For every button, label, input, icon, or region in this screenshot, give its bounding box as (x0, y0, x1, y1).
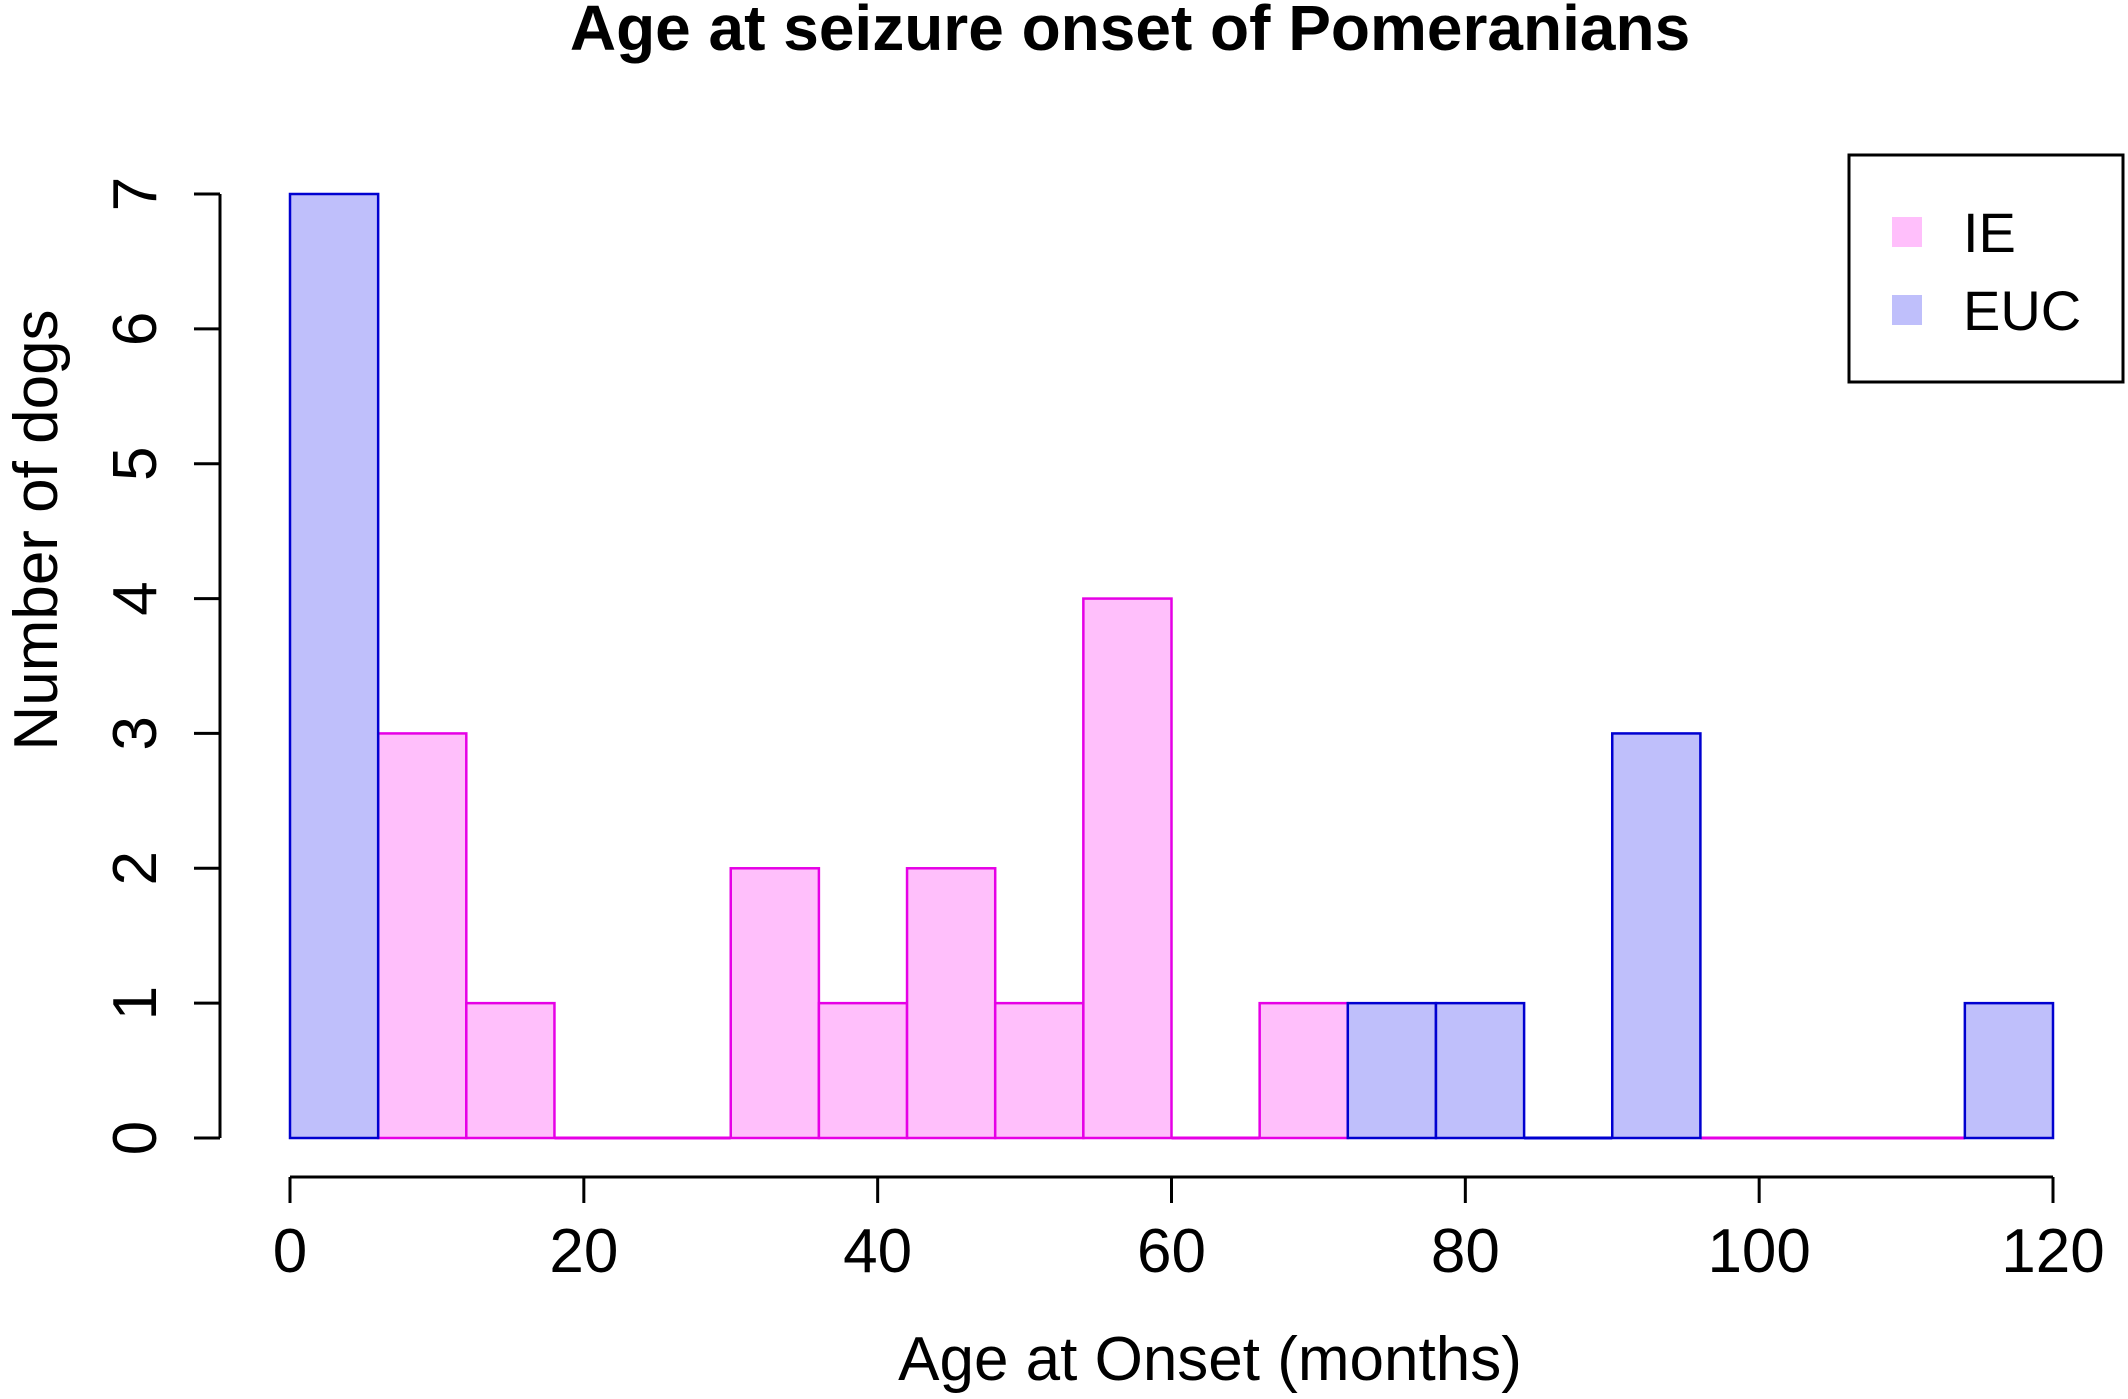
bar-ie (905, 867, 997, 1140)
legend-swatch-ie (1892, 217, 1922, 247)
y-axis-title: Number of dogs (2, 309, 71, 750)
bar-ie (817, 1001, 909, 1140)
bar-euc (1611, 732, 1702, 1140)
y-tick-label: 7 (101, 177, 170, 211)
x-tick-label: 60 (1137, 1217, 1206, 1286)
y-tick-label: 5 (101, 446, 170, 480)
bar-euc (288, 192, 380, 1140)
legend-label-euc: EUC (1963, 279, 2081, 342)
bar-ie (1082, 597, 1173, 1140)
x-axis-title: Age at Onset (months) (898, 1325, 1522, 1394)
y-tick-label: 3 (101, 716, 170, 750)
chart-title: Age at seizure onset of Pomeranians (570, 0, 1690, 64)
x-tick-label: 0 (273, 1217, 307, 1286)
y-axis: 0 1 2 3 4 5 6 7 (101, 177, 222, 1155)
bar-ie (465, 1001, 556, 1140)
y-tick-label: 6 (101, 312, 170, 346)
bar-ie (993, 1001, 1085, 1140)
legend-box (1847, 153, 2125, 384)
bar-euc (1434, 1001, 1526, 1140)
y-tick-label: 1 (101, 986, 170, 1020)
x-axis: 0 20 40 60 80 100 120 (273, 1175, 2105, 1286)
x-tick-label: 100 (1707, 1217, 1810, 1286)
legend-swatch-euc (1892, 295, 1922, 325)
bar-ie (1258, 1001, 1350, 1140)
bars-layer (288, 192, 2055, 1140)
y-tick-label: 2 (101, 851, 170, 885)
legend-label-ie: IE (1963, 201, 2016, 264)
bar-euc (1346, 1001, 1438, 1140)
y-tick-label: 0 (101, 1121, 170, 1155)
bar-euc (1963, 1001, 2055, 1140)
bar-ie (729, 867, 821, 1140)
legend: IE EUC (1847, 153, 2125, 384)
bar-ie (376, 732, 468, 1140)
x-tick-label: 80 (1431, 1217, 1500, 1286)
y-tick-label: 4 (101, 581, 170, 615)
x-tick-label: 20 (549, 1217, 618, 1286)
x-tick-label: 40 (843, 1217, 912, 1286)
x-tick-label: 120 (2001, 1217, 2104, 1286)
